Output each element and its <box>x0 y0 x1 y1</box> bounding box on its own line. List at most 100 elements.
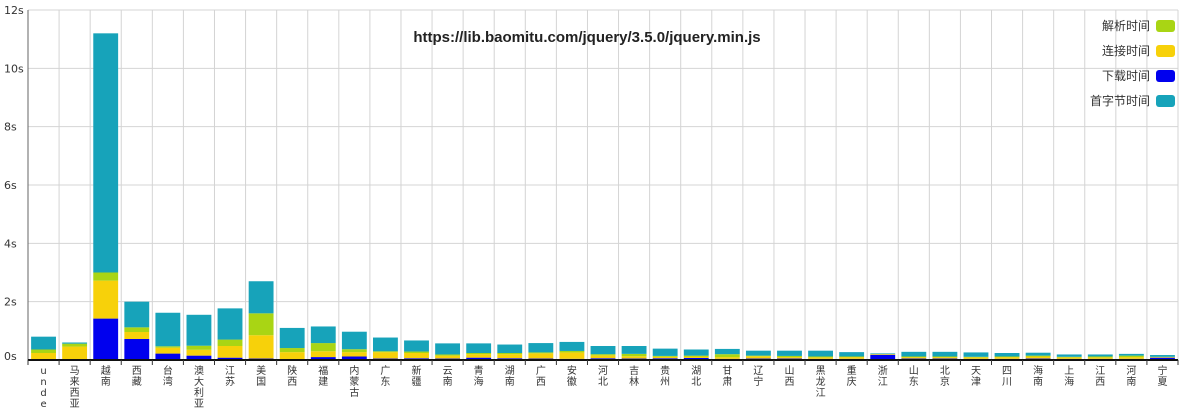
bar-segment <box>279 348 305 353</box>
legend-swatch <box>1156 20 1175 32</box>
category-label: 河北 <box>598 365 608 388</box>
bar-segment <box>1056 357 1082 359</box>
category-label: 马来西亚 <box>70 365 80 410</box>
bar-segment <box>963 357 989 359</box>
category-label: 宁夏 <box>1157 364 1167 388</box>
category-label: 贵州 <box>660 364 670 388</box>
bar-segment <box>341 349 367 353</box>
bar-segment <box>559 341 585 351</box>
bar-segment <box>1056 354 1082 357</box>
bar-segment <box>404 353 429 359</box>
bar-segment <box>341 331 367 350</box>
category-label: 江西 <box>1095 365 1105 388</box>
bar-segment <box>870 353 896 354</box>
bar-segment <box>186 349 212 356</box>
bar-segment <box>497 354 523 359</box>
bar-segment <box>994 356 1020 358</box>
bar-segment <box>1087 356 1113 358</box>
legend-label: 连接时间 <box>1102 43 1150 58</box>
bar-segment <box>217 339 243 346</box>
bar-segment <box>155 347 181 354</box>
x-axis <box>27 359 1179 365</box>
bar-segment <box>310 357 336 360</box>
bar-segment <box>839 357 865 359</box>
chart-title: https://lib.baomitu.com/jquery/3.5.0/jqu… <box>413 29 760 46</box>
bar-segment <box>217 308 243 340</box>
bar-segment <box>1087 354 1113 357</box>
bar-segment <box>1025 355 1051 357</box>
category-label: 陕西 <box>287 364 297 388</box>
category-label: 安徽 <box>567 364 577 388</box>
grid-lines <box>27 9 1179 361</box>
category-label: 美国 <box>256 364 266 388</box>
bar-segment <box>839 352 865 357</box>
y-tick-label: 4s <box>4 237 17 250</box>
category-label: 上海 <box>1064 365 1074 388</box>
bar-segment <box>901 357 927 359</box>
bar-segment <box>62 342 88 344</box>
category-label: 澳大利亚 <box>194 364 204 410</box>
bar-segment <box>373 352 398 359</box>
category-label: 辽宁 <box>753 365 763 388</box>
category-label: 四川 <box>1002 366 1012 388</box>
bar-segment <box>186 314 212 346</box>
bar-segment <box>1118 355 1144 358</box>
category-label: 内蒙古 <box>349 364 359 399</box>
bar-segment <box>777 355 802 358</box>
category-label: 重庆 <box>847 364 857 388</box>
y-tick-label: 0s <box>4 350 17 363</box>
legend-swatch <box>1156 70 1175 82</box>
bar-segment <box>528 353 554 359</box>
y-tick-label: 6s <box>4 179 17 192</box>
bar-segment <box>808 357 833 359</box>
bar-segment <box>901 351 927 357</box>
bar-segment <box>466 343 492 354</box>
bar-segment <box>963 356 989 358</box>
bar-segment <box>808 350 833 357</box>
bar-segment <box>435 343 461 355</box>
category-label: 天津 <box>971 366 981 388</box>
bar-segment <box>124 339 150 360</box>
bar-segment <box>1118 357 1144 359</box>
bar-segment <box>621 346 647 354</box>
category-label: 山东 <box>909 365 919 388</box>
bar-segment <box>466 354 492 358</box>
bar-segment <box>714 348 740 355</box>
bar-segment <box>714 354 740 358</box>
bar-segment <box>963 352 989 357</box>
bar-segment <box>808 356 833 358</box>
bars <box>31 33 1175 361</box>
bar-segment <box>248 335 274 359</box>
bar-segment <box>435 354 461 356</box>
bar-segment <box>683 357 709 360</box>
bar-segment <box>621 353 647 357</box>
category-label: 广东 <box>380 365 390 388</box>
category-label: 越南 <box>101 364 111 388</box>
bar-segment <box>777 350 802 356</box>
category-label: 青海 <box>474 364 484 388</box>
bar-segment <box>1056 356 1082 358</box>
bar-segment <box>652 355 678 357</box>
bar-segment <box>155 312 181 347</box>
category-label: 江苏 <box>225 365 235 388</box>
bar-segment <box>217 346 243 358</box>
bar-segment <box>714 357 740 359</box>
bar-segment <box>155 346 181 348</box>
bar-segment <box>839 356 865 358</box>
legend-label: 下载时间 <box>1102 69 1150 83</box>
bar-segment <box>683 356 709 358</box>
bar-segment <box>652 356 678 359</box>
category-label: 广西 <box>536 365 546 388</box>
bar-segment <box>310 351 336 358</box>
bar-segment <box>279 327 305 349</box>
category-label: 河南 <box>1126 365 1136 388</box>
bar-segment <box>1150 357 1175 360</box>
bar-segment <box>1025 356 1051 359</box>
bar-segment <box>901 356 927 358</box>
y-tick-label: 10s <box>4 62 24 75</box>
bar-segment <box>870 354 896 360</box>
